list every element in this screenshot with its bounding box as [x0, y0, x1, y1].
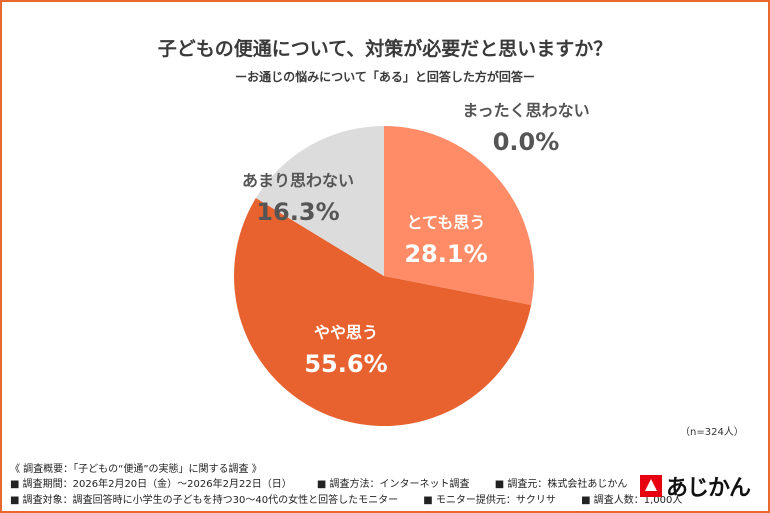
chart-subtitle: ーお通じの悩みについて「ある」と回答した方が回答ー	[235, 70, 535, 84]
slice-3-value-label: 16.3%	[256, 198, 339, 226]
chart-title: 子どもの便通について、対策が必要だと思いますか？	[157, 38, 613, 60]
survey-target: ■ 調査対象：調査回答時に小学生の子どもを持つ30〜40代の女性と回答したモニタ…	[10, 495, 399, 506]
slice-4-value-label: 0.0%	[493, 128, 560, 156]
slice-3-label: あまり思わない	[242, 171, 354, 190]
logo-mark-icon	[640, 475, 662, 497]
survey-method: ■ 調査方法：インターネット調査	[316, 479, 470, 490]
sample-size-label: （n=324人）	[680, 427, 744, 438]
pie-slice-1	[384, 126, 534, 306]
slice-1-label: とても思う	[407, 213, 486, 232]
pie-slice-3	[255, 126, 384, 276]
survey-source: ■ 調査元：株式会社あじかん	[494, 479, 628, 490]
monitor-provider: ■ モニター提供元：サクリサ	[423, 495, 556, 506]
pie-slice-2	[233, 198, 532, 427]
logo-text: あじかん	[666, 476, 751, 501]
survey-details-row-1: ■ 調査期間：2026年2月20日（金）〜2026年2月22日（日） ■ 調査方…	[10, 475, 649, 490]
survey-period: ■ 調査期間：2026年2月20日（金）〜2026年2月22日（日）	[10, 479, 292, 490]
brand-logo: あじかん	[640, 470, 751, 502]
slice-2-value-label: 55.6%	[304, 350, 387, 378]
slice-4-label: まったく思わない	[462, 101, 589, 120]
slice-1-value-label: 28.1%	[404, 240, 487, 268]
survey-overview: 《 調査概要：「子どもの“便通”の実態」に関する調査 》	[10, 464, 262, 475]
slice-2-label: やや思う	[314, 323, 378, 342]
survey-count: ■ 調査人数：1,000人	[581, 495, 683, 506]
survey-details-row-2: ■ 調査対象：調査回答時に小学生の子どもを持つ30〜40代の女性と回答したモニタ…	[10, 491, 704, 506]
